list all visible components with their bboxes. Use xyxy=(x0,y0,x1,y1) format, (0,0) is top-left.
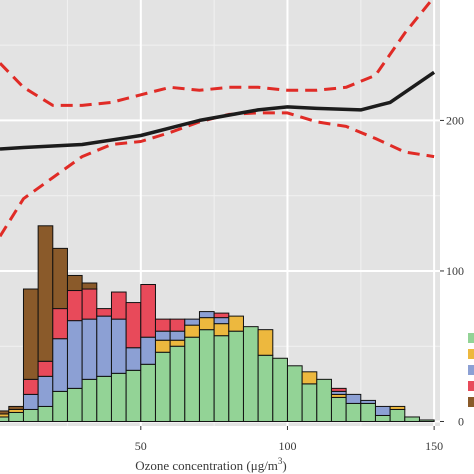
histogram-bar-segment xyxy=(184,318,200,326)
histogram-bar-segment xyxy=(228,315,244,332)
histogram-bar-segment xyxy=(52,247,68,310)
y-tick-label: 100 xyxy=(446,264,464,278)
y-tick-label: 200 xyxy=(446,113,464,127)
histogram-bar-segment xyxy=(360,402,376,422)
histogram-bar-segment xyxy=(154,351,171,422)
histogram-bar-segment xyxy=(37,360,54,377)
histogram-bar-segment xyxy=(81,318,98,380)
histogram-bar-segment xyxy=(213,335,230,422)
legend-key xyxy=(468,333,474,343)
x-tick-label: 150 xyxy=(425,439,443,453)
histogram-bar-segment xyxy=(184,324,200,338)
x-tick-label: 100 xyxy=(278,439,296,453)
histogram-bar-segment xyxy=(140,363,156,422)
histogram-bar-segment xyxy=(257,329,274,356)
histogram-bar-segment xyxy=(110,318,127,374)
histogram-bar-segment xyxy=(228,330,244,422)
legend-key xyxy=(468,365,474,375)
histogram-bar-segment xyxy=(52,308,68,340)
legend-key xyxy=(468,381,474,391)
x-axis-label: Ozone concentration (μg/m3) xyxy=(135,456,287,473)
histogram-bar-segment xyxy=(330,396,347,422)
histogram-bar-segment xyxy=(184,336,200,422)
histogram-bar-segment xyxy=(316,378,332,422)
x-axis-ticks: 50 100 150 xyxy=(135,426,443,453)
histogram-bar-segment xyxy=(242,326,259,422)
histogram-bar-segment xyxy=(154,339,171,353)
histogram-bar-segment xyxy=(154,318,171,332)
histogram-bar-segment xyxy=(213,317,230,325)
histogram-bar-segment xyxy=(345,402,362,422)
legend-keys xyxy=(468,333,474,407)
histogram-bar-segment xyxy=(286,365,303,422)
histogram-bar-segment xyxy=(301,383,318,422)
histogram-bar-segment xyxy=(154,330,171,341)
histogram-bar-segment xyxy=(0,410,10,415)
histogram-bar-segment xyxy=(374,414,391,422)
histogram-bar-segment xyxy=(81,288,98,320)
histogram-bar-segment xyxy=(110,291,127,320)
histogram-bar-segment xyxy=(301,371,318,385)
fit-line xyxy=(0,70,436,151)
fit-lines xyxy=(0,0,436,238)
histogram-bar-segment xyxy=(22,408,39,422)
histogram-bar-segment xyxy=(66,274,83,292)
histogram-bar-segment xyxy=(213,312,230,319)
histogram-bar-segment xyxy=(330,387,347,392)
histogram-bar-segment xyxy=(374,405,391,416)
histogram-bar-segment xyxy=(125,369,142,422)
histogram-bar-segment xyxy=(37,225,54,362)
histogram-bar-segment xyxy=(8,405,24,410)
histogram-bar-segment xyxy=(125,347,142,371)
histogram-bar-segment xyxy=(52,390,68,422)
histogram-bar-segment xyxy=(169,330,186,341)
histogram-bar-segment xyxy=(257,354,274,422)
histogram-bar-segment xyxy=(213,323,230,337)
histogram-bar-segment xyxy=(8,411,24,422)
histogram-bar-segment xyxy=(110,372,127,422)
histogram-bar-segment xyxy=(37,375,54,407)
histogram-bar-segment xyxy=(66,320,83,389)
histogram-bar-segment xyxy=(22,393,39,410)
legend-key xyxy=(468,349,474,359)
histogram-bar-segment xyxy=(81,378,98,422)
y-axis-ticks: 0 100 200 xyxy=(440,113,464,428)
x-tick-label: 50 xyxy=(135,439,147,453)
histogram-bar-segment xyxy=(81,282,98,290)
histogram-bar-segment xyxy=(140,336,156,365)
histogram-bar-segment xyxy=(125,302,142,349)
histogram-bar-segment xyxy=(272,357,288,422)
ci-upper-line xyxy=(0,0,434,107)
histogram-bar-segment xyxy=(418,419,435,422)
histogram-bar-segment xyxy=(96,315,112,377)
histogram-bar-segment xyxy=(52,338,68,392)
histogram-bar-segment xyxy=(66,290,83,322)
histogram-bars xyxy=(0,225,435,422)
histogram-bar-segment xyxy=(198,317,215,331)
histogram-bar-segment xyxy=(66,387,83,422)
histogram-bar-segment xyxy=(389,408,406,422)
histogram-bar-segment xyxy=(198,329,215,422)
histogram-bar-segment xyxy=(198,311,215,319)
histogram-bar-segment xyxy=(22,288,39,380)
histogram-bar-segment xyxy=(345,393,362,404)
histogram-bar-segment xyxy=(140,284,156,338)
histogram-bar-segment xyxy=(0,416,10,422)
y-tick-label: 0 xyxy=(458,414,464,428)
histogram-bar-segment xyxy=(169,345,186,422)
histogram-bar-segment xyxy=(169,339,186,347)
histogram-bar-segment xyxy=(360,399,376,404)
histogram-bar-segment xyxy=(169,318,186,332)
histogram-bar-segment xyxy=(404,416,420,422)
legend-key xyxy=(468,397,474,407)
histogram-bar-segment xyxy=(37,405,54,422)
histogram-bar-segment xyxy=(22,378,39,395)
histogram-bar-segment xyxy=(96,308,112,317)
histogram-bar-segment xyxy=(389,405,406,410)
histogram-bar-segment xyxy=(96,375,112,422)
